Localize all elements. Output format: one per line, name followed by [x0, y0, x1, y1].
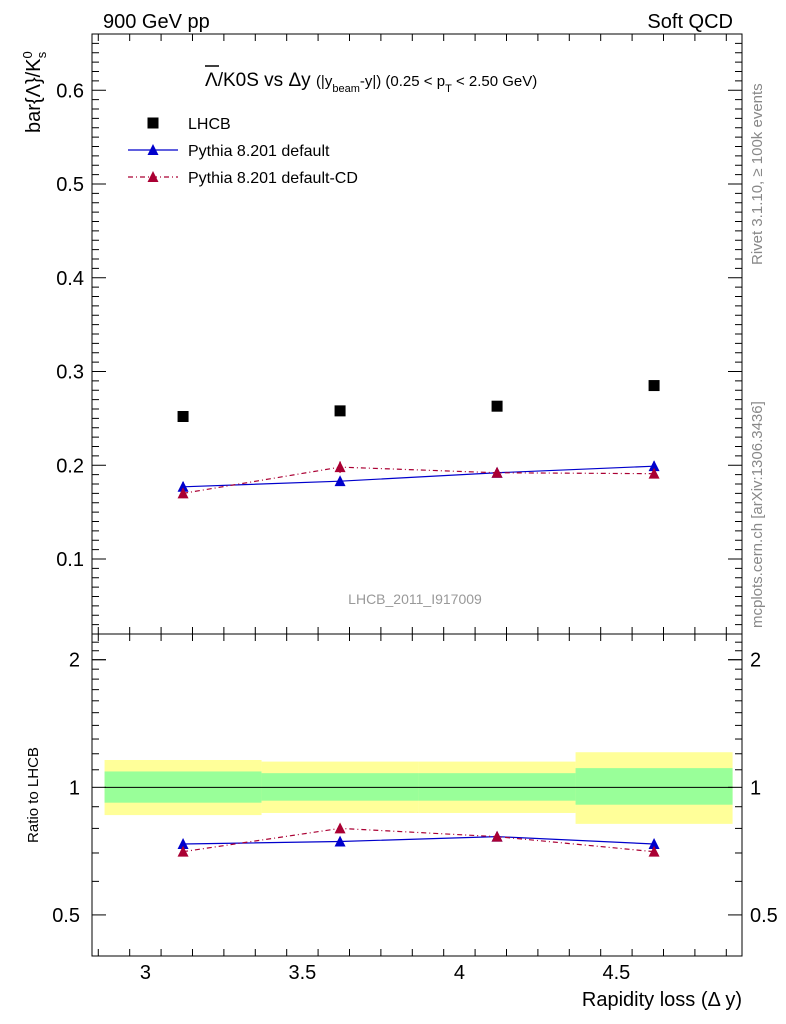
- triangle-marker: [177, 838, 189, 849]
- ratio-plot-data: [177, 822, 660, 857]
- x-tick-label: 4.5: [602, 962, 630, 984]
- y-tick-label: 0.5: [52, 905, 80, 927]
- y-tick-label: 0.4: [56, 268, 84, 290]
- triangle-marker: [334, 822, 346, 834]
- x-tick-label: 4: [454, 962, 465, 984]
- square-marker: [491, 400, 503, 412]
- main-plot-data: [177, 380, 660, 499]
- series-line: [183, 836, 655, 845]
- main-plot-axis-ticks: 0.1 0.2 0.3 0.4 0.5 0.6: [56, 34, 742, 634]
- y-tick-label-right: 2: [750, 650, 761, 672]
- triangle-marker: [147, 171, 159, 182]
- inner-uncertainty-band: [575, 768, 733, 805]
- y-tick-label-right: 1: [750, 777, 761, 799]
- triangle-marker: [648, 838, 660, 849]
- triangle-marker: [177, 480, 189, 492]
- legend: LHCB Pythia 8.201 default Pythia 8.201 def…: [128, 116, 358, 187]
- triangle-marker: [491, 466, 503, 478]
- square-marker: [334, 405, 346, 417]
- triangle-marker: [177, 845, 189, 857]
- x-tick-label: 3: [140, 962, 151, 984]
- y-tick-label: 2: [69, 650, 80, 672]
- y-tick-label: 0.5: [56, 174, 84, 196]
- triangle-marker: [648, 845, 660, 857]
- main-plot-watermark: LHCB_2011_I917009: [348, 591, 482, 607]
- header-left-label: 900 GeV pp: [103, 11, 210, 33]
- ratio-plot-axis-ticks: 0.5 0.5 1 1 2 2 3 3.5 4 4.5: [52, 634, 778, 984]
- ratio-plot-ylabel: Ratio to LHCB: [25, 747, 42, 843]
- series-line: [183, 465, 655, 488]
- y-tick-label-right: 0.5: [750, 905, 778, 927]
- x-axis-label: Rapidity loss (Δ y): [582, 989, 742, 1011]
- rivet-version-label: Rivet 3.1.10, ≥ 100k events: [749, 83, 766, 265]
- triangle-marker: [177, 487, 189, 499]
- main-plot-title: Λ/K0S vs Δy (|ybeam-y|) (0.25 < pT < 2.5…: [205, 70, 537, 95]
- y-tick-label: 0.1: [56, 549, 84, 571]
- ratio-uncertainty-bands: [104, 752, 733, 824]
- square-marker: [648, 380, 660, 392]
- y-tick-label: 1: [69, 777, 80, 799]
- triangle-marker: [334, 835, 346, 847]
- header-right-label: Soft QCD: [647, 11, 733, 33]
- legend-label: Pythia 8.201 default: [188, 143, 330, 160]
- triangle-marker: [491, 830, 503, 842]
- x-tick-label: 3.5: [288, 962, 316, 984]
- series-line: [182, 827, 655, 853]
- main-plot-ylabel: bar{Λ}/K0s: [20, 51, 49, 133]
- triangle-marker: [334, 461, 346, 473]
- y-tick-label: 0.2: [56, 455, 84, 477]
- square-marker: [177, 411, 189, 422]
- triangle-marker: [334, 475, 346, 487]
- series-line: [182, 466, 655, 494]
- ratio-plot-frame: [91, 633, 743, 957]
- y-tick-label: 0.3: [56, 362, 84, 384]
- triangle-marker: [648, 467, 660, 479]
- main-plot-panel: 0.1 0.2 0.3 0.4 0.5 0.6 LHCB_2011_I917009 Λ/K…: [20, 33, 743, 635]
- legend-label: LHCB: [188, 116, 231, 133]
- triangle-marker: [147, 144, 159, 155]
- square-marker: [147, 117, 159, 129]
- mcplots-label: mcplots.cern.ch [arXiv:1306.3436]: [749, 401, 766, 628]
- ratio-plot-panel: 0.5 0.5 1 1 2 2 3 3.5 4 4.5 Ratio to LHCB Rapidit…: [25, 633, 778, 1011]
- y-tick-label: 0.6: [56, 80, 84, 102]
- legend-label: Pythia 8.201 default-CD: [188, 170, 358, 187]
- triangle-marker: [648, 460, 660, 472]
